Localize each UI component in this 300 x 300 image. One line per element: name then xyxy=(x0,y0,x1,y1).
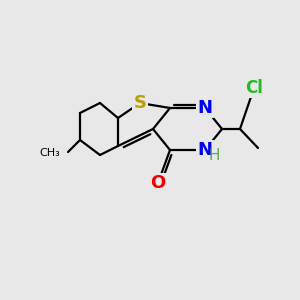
Text: S: S xyxy=(134,94,146,112)
Text: H: H xyxy=(208,148,220,163)
Text: Cl: Cl xyxy=(245,79,263,97)
Text: O: O xyxy=(150,174,166,192)
Text: CH₃: CH₃ xyxy=(39,148,60,158)
Text: N: N xyxy=(197,99,212,117)
Text: N: N xyxy=(197,141,212,159)
Text: N: N xyxy=(197,141,212,159)
